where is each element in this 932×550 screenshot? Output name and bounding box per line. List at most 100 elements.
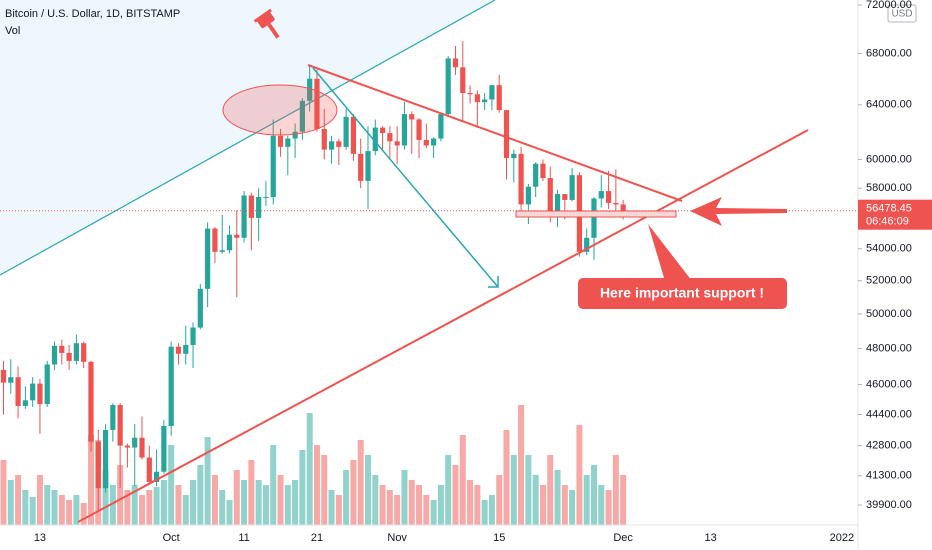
volume-bar	[569, 490, 576, 525]
volume-bar	[124, 490, 131, 525]
candle-body	[496, 85, 502, 111]
candle-body	[613, 202, 619, 205]
candle-body	[533, 163, 539, 187]
candle-body	[394, 141, 400, 146]
volume-bar	[175, 485, 182, 525]
volume-bar	[160, 480, 167, 525]
callout-pointer	[648, 224, 692, 281]
candle-body	[277, 135, 284, 147]
candle-body	[146, 457, 152, 482]
candle-body	[263, 196, 269, 198]
candle-body	[153, 471, 160, 482]
candle-body	[197, 288, 203, 328]
volume-bar	[66, 500, 73, 525]
volume-bar	[73, 495, 80, 525]
volume-bar	[547, 455, 554, 525]
x-tick-label: 13	[705, 532, 717, 544]
support-line	[77, 129, 809, 523]
projection-arrow	[312, 67, 499, 288]
volume-bar	[87, 435, 94, 525]
candle-body	[73, 343, 79, 361]
x-tick-label: 21	[311, 532, 323, 544]
volume-bar	[153, 487, 160, 525]
candle-body	[431, 138, 437, 146]
volume-bar	[467, 480, 474, 525]
candle-body	[605, 191, 612, 203]
y-tick-label: 52000.00	[866, 275, 912, 287]
x-tick-label: 15	[493, 532, 505, 544]
symbol-title: Bitcoin / U.S. Dollar, 1D, BITSTAMP	[5, 8, 180, 20]
x-tick-label: Dec	[613, 532, 633, 544]
volume-bar	[598, 485, 605, 525]
candle-body	[350, 116, 357, 154]
candle-body	[44, 364, 50, 405]
candle-body	[314, 78, 320, 129]
volume-bar	[365, 455, 371, 525]
volume-bar	[80, 503, 87, 525]
y-tick-label: 48000.00	[866, 342, 912, 354]
volume-bar	[226, 500, 233, 525]
candle-body	[336, 141, 342, 147]
volume-bar	[204, 437, 211, 525]
volume-bar	[394, 495, 401, 525]
candle-body	[569, 175, 575, 200]
candle-body	[438, 114, 444, 139]
volume-bar	[386, 490, 393, 525]
candle-body	[525, 186, 531, 205]
volume-bar	[211, 475, 218, 525]
last-price: 56478.45	[866, 203, 912, 215]
candle-body	[51, 345, 58, 365]
candle-body	[248, 195, 254, 218]
support-zone	[515, 210, 677, 218]
volume-bar	[29, 497, 36, 525]
volume-bar	[350, 460, 357, 525]
volume-bar	[452, 465, 459, 525]
candle-body	[562, 194, 568, 200]
candle-body	[110, 405, 116, 430]
volume-bar	[102, 470, 109, 525]
volume-bar	[117, 465, 124, 525]
candle-body	[423, 139, 429, 146]
candle-body	[175, 346, 182, 354]
volume-bar	[197, 465, 204, 525]
y-tick-label: 41300.00	[866, 470, 912, 482]
volume-bar	[620, 475, 627, 525]
volume-bar	[328, 490, 335, 525]
y-tick-label: 64000.00	[866, 99, 912, 111]
candle-body	[117, 405, 123, 446]
volume-bar	[321, 455, 328, 525]
volume-bar	[605, 490, 612, 525]
volume-layer	[0, 405, 627, 525]
candle-body	[474, 94, 480, 103]
volume-bar	[372, 475, 379, 525]
x-tick-label: Oct	[163, 532, 180, 544]
volume-bar	[36, 475, 43, 525]
candle-body	[212, 228, 218, 252]
candle-body	[328, 141, 335, 150]
volume-bar	[306, 413, 313, 525]
volume-bar	[109, 485, 116, 525]
candle-body	[321, 128, 327, 150]
candle-body	[219, 250, 225, 252]
candle-body	[8, 377, 14, 383]
gavel-icon	[253, 8, 280, 39]
volume-bar	[445, 455, 452, 525]
volume-bar	[15, 475, 22, 525]
volume-bar	[7, 480, 14, 525]
volume-bar	[357, 440, 364, 525]
volume-bar	[423, 495, 430, 525]
y-tick-label: 42800.00	[866, 440, 912, 452]
volume-bar	[262, 485, 269, 525]
y-tick-label: 46000.00	[866, 378, 912, 390]
volume-bar	[233, 470, 240, 525]
candle-body	[190, 327, 196, 345]
candle-body	[183, 344, 189, 354]
candle-body	[416, 119, 422, 140]
volume-bar	[554, 470, 561, 525]
resistance-line	[307, 64, 683, 202]
volume-bar	[335, 495, 342, 525]
candle-body	[132, 437, 138, 448]
volume-bar	[583, 475, 590, 525]
candle-body	[452, 58, 459, 68]
